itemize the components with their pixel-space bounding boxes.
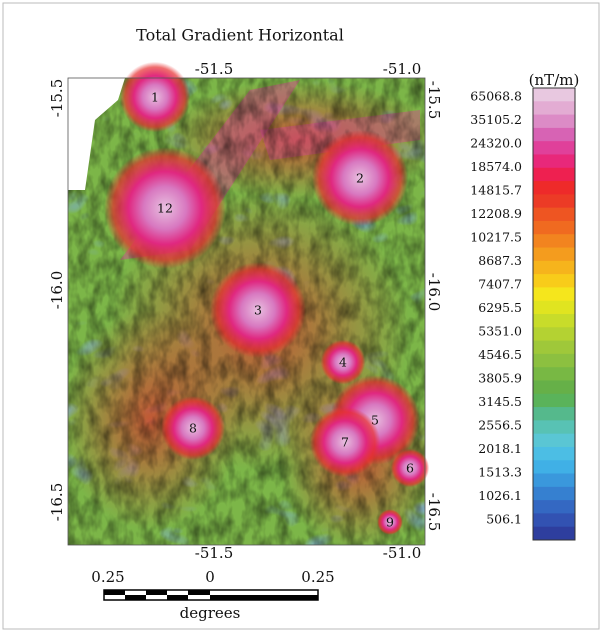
colorbar-band (533, 207, 575, 222)
right-tick-label: -16.0 (425, 273, 443, 311)
anomaly-label: 2 (356, 171, 364, 186)
colorbar-label: 4546.5 (478, 347, 522, 362)
colorbar-band (533, 314, 575, 328)
colorbar-label: 18574.0 (470, 159, 522, 174)
colorbar-label: 2018.1 (478, 441, 522, 456)
colorbar-band (533, 353, 575, 368)
colorbar-band (533, 220, 575, 235)
anomaly-halo (161, 396, 225, 460)
colorbar-label: 6295.5 (478, 300, 522, 315)
colorbar-unit: (nT/m) (529, 71, 580, 89)
scale-label: 0 (205, 568, 215, 586)
colorbar-band (533, 473, 575, 488)
colorbar-band (533, 260, 575, 275)
anomaly-label: 8 (189, 421, 197, 436)
left-tick-label: -15.5 (48, 79, 66, 117)
anomaly-label: 5 (371, 413, 379, 428)
anomaly-label: 12 (157, 201, 173, 216)
colorbar-band (533, 247, 575, 262)
anomaly-halo (210, 262, 306, 358)
colorbar-label: 35105.2 (470, 112, 522, 127)
colorbar-band (533, 513, 575, 528)
colorbar-label: 506.1 (486, 512, 522, 527)
bottom-tick-label: -51.0 (383, 544, 421, 562)
colorbar-label: 5351.0 (478, 324, 522, 339)
scale-bar (103, 589, 319, 601)
colorbar-label: 24320.0 (470, 136, 522, 151)
anomaly-halo (104, 147, 226, 269)
anomaly-halo (119, 61, 191, 133)
colorbar-band (533, 526, 575, 541)
colorbar-band (533, 181, 575, 195)
colorbar: (nT/m) 65068.8 35105.2 24320.0 18574.0 14815.… (470, 71, 579, 541)
anomaly-label: 6 (406, 461, 414, 476)
colorbar-band (533, 367, 575, 381)
colorbar-band (533, 154, 575, 169)
colorbar-band (533, 420, 575, 435)
colorbar-label: 1513.3 (478, 465, 522, 480)
colorbar-label: 2556.5 (478, 418, 522, 433)
colorbar-band (533, 194, 575, 209)
right-tick-label: -16.5 (425, 493, 443, 531)
colorbar-band (533, 88, 575, 102)
colorbar-label: 3145.5 (478, 394, 522, 409)
colorbar-band (533, 433, 575, 448)
colorbar-band (533, 114, 575, 129)
colorbar-band (533, 141, 575, 155)
top-tick-label: -51.0 (383, 60, 421, 78)
colorbar-band (533, 167, 575, 182)
colorbar-band (533, 460, 575, 475)
title: Total Gradient Horizontal (136, 26, 344, 45)
anomaly-halo (312, 130, 408, 226)
anomaly-label: 1 (151, 90, 159, 105)
anomaly-label: 3 (254, 303, 262, 318)
anomaly-label: 4 (339, 355, 347, 370)
colorbar-band (533, 127, 575, 142)
colorbar-label: 7407.7 (478, 277, 522, 292)
anomaly-halo (377, 509, 403, 535)
colorbar-label: 14815.7 (470, 183, 522, 198)
colorbar-band (533, 407, 575, 421)
colorbar-band (533, 380, 575, 395)
anomaly-label: 7 (341, 435, 349, 450)
scale-label: 0.25 (91, 568, 124, 586)
anomaly-halo (309, 406, 381, 478)
scale-unit: degrees (180, 604, 241, 622)
colorbar-band (533, 287, 575, 302)
colorbar-band (533, 500, 575, 514)
anomaly-halo (390, 448, 430, 488)
colorbar-border (532, 87, 576, 541)
colorbar-label: 12208.9 (470, 206, 522, 221)
bottom-tick-label: -51.5 (195, 544, 233, 562)
colorbar-band (533, 486, 575, 501)
colorbar-label: 8687.3 (478, 253, 522, 268)
left-tick-label: -16.0 (48, 271, 66, 309)
colorbar-band (533, 101, 575, 116)
right-tick-label: -15.5 (425, 81, 443, 119)
colorbar-band (533, 446, 575, 461)
colorbar-band (533, 340, 575, 355)
colorbar-label: 10217.5 (470, 230, 522, 245)
map-border (67, 77, 426, 546)
colorbar-band (533, 393, 575, 408)
colorbar-band (533, 274, 575, 288)
colorbar-label: 3805.9 (478, 371, 522, 386)
colorbar-label: 1026.1 (478, 488, 522, 503)
anomaly-halo (320, 339, 366, 385)
anomaly-label: 9 (386, 515, 394, 530)
scale-label: 0.25 (301, 568, 334, 586)
colorbar-label: 65068.8 (470, 89, 522, 104)
left-tick-label: -16.5 (48, 483, 66, 521)
colorbar-band (533, 300, 575, 315)
colorbar-band (533, 327, 575, 342)
colorbar-band (533, 234, 575, 249)
top-tick-label: -51.5 (195, 60, 233, 78)
